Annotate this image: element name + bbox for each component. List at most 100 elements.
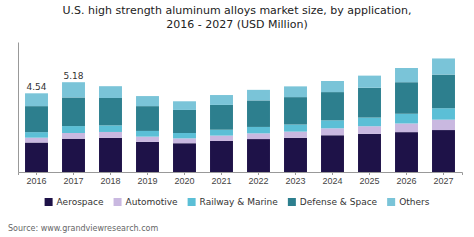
legend-label: Railway & Marine (200, 197, 279, 207)
bar-segment (321, 120, 344, 128)
legend-swatch (288, 198, 296, 206)
bar-segment (173, 133, 196, 138)
bar-segment (247, 100, 270, 127)
bar-segment (321, 92, 344, 120)
legend-swatch (387, 198, 395, 206)
bar-segment (62, 133, 85, 139)
bar-segment (284, 86, 307, 97)
x-tick-label: 2019 (137, 176, 157, 186)
x-tick-mark (406, 172, 407, 175)
bar-segment (173, 138, 196, 143)
bar-segment (25, 132, 48, 138)
x-tick: 2016 (26, 172, 46, 186)
bar-segment (247, 90, 270, 101)
x-tick: 2027 (433, 172, 453, 186)
x-tick-mark (184, 172, 185, 175)
legend-swatch (188, 198, 196, 206)
bar-segment (247, 139, 270, 172)
legend: AerospaceAutomotiveRailway & MarineDefen… (45, 197, 430, 207)
bar-segment (25, 143, 48, 172)
x-tick: 2021 (211, 172, 231, 186)
bar-segment (432, 75, 455, 109)
bar-segment (25, 106, 48, 132)
bar-segment (210, 105, 233, 130)
series (25, 130, 455, 172)
bar-segment (395, 68, 418, 82)
bar-segment (62, 97, 85, 126)
bar-segment (358, 88, 381, 118)
x-tick-label: 2021 (211, 176, 231, 186)
legend-item: Railway & Marine (188, 197, 279, 207)
bar-segment (99, 138, 122, 172)
x-tick-mark (332, 172, 333, 175)
legend-label: Automotive (126, 197, 179, 207)
x-tick-mark (258, 172, 259, 175)
x-tick-label: 2018 (100, 176, 120, 186)
bar-segment (247, 127, 270, 133)
legend-item: Automotive (114, 197, 179, 207)
x-tick-label: 2016 (26, 176, 46, 186)
x-tick-mark (73, 172, 74, 175)
legend-label: Others (399, 197, 430, 207)
bar-segment (395, 82, 418, 114)
bar-segment (136, 106, 159, 131)
x-axis: 2016201720182019202020212022202320242025… (19, 172, 463, 186)
legend-item: Others (387, 197, 430, 207)
bar-segment (284, 125, 307, 132)
bar-segment (25, 93, 48, 106)
bar-segment (62, 139, 85, 172)
bars (25, 58, 455, 172)
x-tick-mark (369, 172, 370, 175)
x-tick: 2020 (174, 172, 194, 186)
plot: 2016201720182019202020212022202320242025… (19, 43, 463, 187)
x-tick-label: 2027 (433, 176, 453, 186)
legend-swatch (45, 198, 53, 206)
x-tick: 2023 (285, 172, 305, 186)
y-axis (18, 43, 19, 173)
bar-segment (210, 141, 233, 172)
bar-segment (210, 136, 233, 141)
bar-segment (62, 126, 85, 133)
bar-segment (136, 96, 159, 106)
x-tick: 2024 (322, 172, 342, 186)
x-tick: 2018 (100, 172, 120, 186)
annotations: 4.545.18 (26, 71, 83, 92)
bar-segment (395, 114, 418, 124)
bar-segment (99, 132, 122, 138)
x-tick: 2022 (248, 172, 268, 186)
legend-label: Aerospace (57, 197, 104, 207)
series (25, 120, 455, 144)
legend-item: Aerospace (45, 197, 104, 207)
bar-segment (136, 131, 159, 137)
bar-segment (173, 101, 196, 110)
x-axis-line (19, 173, 463, 176)
x-tick-mark (36, 172, 37, 175)
legend-swatch (114, 198, 122, 206)
series (25, 75, 455, 133)
x-tick-label: 2024 (322, 176, 342, 186)
bar-segment (99, 125, 122, 132)
bar-segment (247, 133, 270, 139)
bar-segment (358, 126, 381, 134)
x-tick: 2026 (396, 172, 416, 186)
y-axis-line (18, 43, 19, 173)
x-tick-label: 2022 (248, 176, 268, 186)
chart: U.S. high strength aluminum alloys marke… (0, 0, 474, 237)
bar-segment (321, 81, 344, 92)
bar-segment (321, 128, 344, 135)
bar-segment (173, 143, 196, 172)
bar-segment (432, 58, 455, 74)
x-tick-label: 2017 (63, 176, 83, 186)
x-tick-mark (295, 172, 296, 175)
x-tick-mark (443, 172, 444, 175)
bar-segment (395, 132, 418, 172)
x-tick-label: 2023 (285, 176, 305, 186)
bar-segment (99, 86, 122, 98)
bar-segment (210, 95, 233, 105)
annotation: 5.18 (63, 71, 83, 81)
bar-segment (210, 130, 233, 136)
title: U.S. high strength aluminum alloys marke… (63, 4, 412, 31)
bar-segment (62, 82, 85, 97)
series (25, 108, 455, 138)
x-tick-mark (110, 172, 111, 175)
